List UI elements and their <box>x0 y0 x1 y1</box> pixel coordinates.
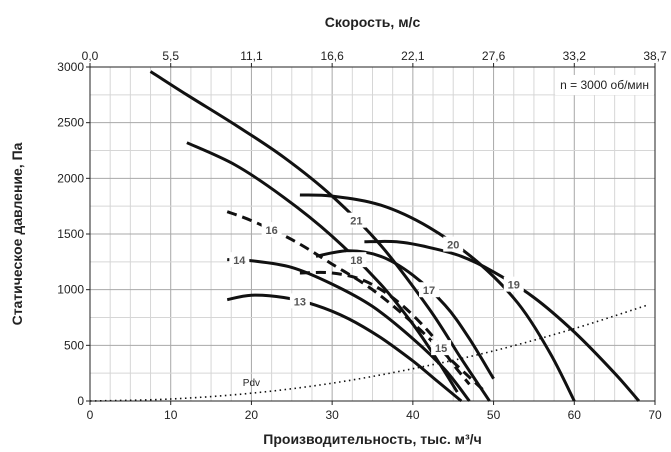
curve-label-bg <box>261 222 282 238</box>
y-tick-label: 500 <box>64 338 84 352</box>
curve-label-20: 20 <box>447 240 459 252</box>
top-tick-label: 0,0 <box>82 49 99 63</box>
annotation-bg <box>555 75 654 95</box>
y-axis-title: Статическое давление, Па <box>9 142 25 325</box>
top-tick-label: 5,5 <box>162 49 179 63</box>
top-tick-label: 33,2 <box>563 49 587 63</box>
curve-labels: 13 14 15 16 17 18 19 20 21 Pdv <box>229 212 524 389</box>
y-tick-label: 1500 <box>57 227 84 241</box>
curve-label-bg <box>229 252 250 268</box>
curve-label-bg <box>443 236 464 252</box>
x-tick-label: 10 <box>164 408 178 422</box>
curve-label-21: 21 <box>350 216 362 228</box>
top-tick-label: 11,1 <box>240 49 263 63</box>
axis-ticks: 0 10 20 30 40 50 60 70 0 500 1000 1500 2000 2500 30000… <box>57 49 667 422</box>
curve-label-bg <box>289 293 310 309</box>
curve-label-19: 19 <box>508 280 520 292</box>
curve-label-18: 18 <box>350 255 362 267</box>
curve-label-bg <box>431 340 452 356</box>
curve-19 <box>364 239 641 402</box>
curve-label-bg <box>346 252 367 268</box>
curve-label-pdv: Pdv <box>243 378 260 389</box>
x-tick-label: 20 <box>245 408 259 422</box>
x-tick-label: 30 <box>325 408 339 422</box>
curve-label-bg <box>419 282 439 298</box>
y-tick-label: 2000 <box>57 171 84 185</box>
curve-label-13: 13 <box>294 296 306 308</box>
x-tick-label: 50 <box>487 408 501 422</box>
curve-label-bg <box>503 276 524 292</box>
top-axis-title: Скорость, м/с <box>325 14 421 30</box>
x-tick-label: 60 <box>568 408 582 422</box>
y-tick-label: 1000 <box>57 283 84 297</box>
top-tick-label: 27,6 <box>482 49 506 63</box>
curve-13 <box>226 293 463 403</box>
x-axis-title: Производительность, тыс. м³/ч <box>263 431 481 447</box>
curve-label-15: 15 <box>435 343 447 355</box>
top-tick-label: 22,1 <box>401 49 425 63</box>
curve-label-bg <box>346 212 367 228</box>
y-tick-label: 2500 <box>57 116 84 130</box>
curve-pdv <box>89 304 648 402</box>
speed-annotation: n = 3000 об/мин <box>560 78 649 92</box>
x-tick-label: 40 <box>406 408 420 422</box>
curve-label-17: 17 <box>423 285 435 297</box>
curves <box>89 70 648 403</box>
curve-18 <box>186 141 459 393</box>
y-tick-label: 0 <box>77 394 84 408</box>
x-tick-label: 0 <box>87 408 94 422</box>
curve-label-16: 16 <box>265 225 277 237</box>
x-tick-label: 70 <box>648 408 662 422</box>
y-tick-label: 3000 <box>57 60 84 74</box>
curve-21 <box>149 70 491 402</box>
top-tick-label: 38,7 <box>643 49 667 63</box>
curve-label-14: 14 <box>233 255 246 267</box>
top-tick-label: 16,6 <box>320 49 344 63</box>
